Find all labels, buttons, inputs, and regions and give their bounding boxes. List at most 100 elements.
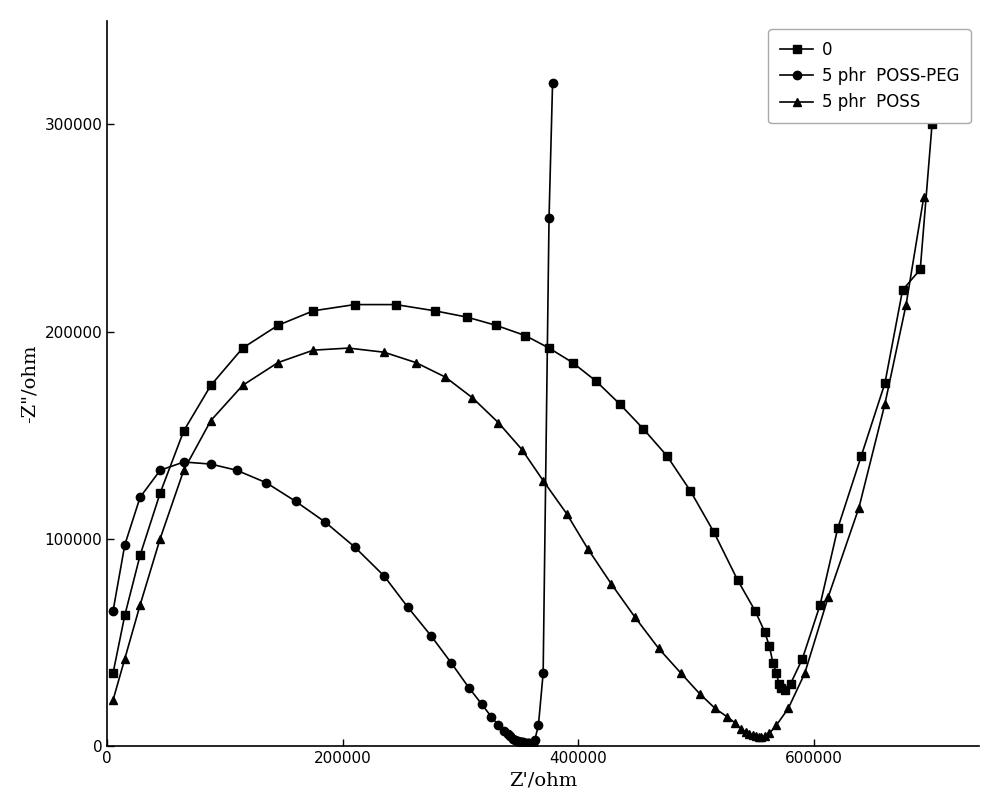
5 phr  POSS	[629, 612, 641, 622]
5 phr  POSS	[822, 592, 834, 602]
5 phr  POSS	[343, 343, 355, 353]
0	[119, 611, 131, 620]
5 phr  POSS-PEG	[523, 739, 535, 748]
5 phr  POSS-PEG	[507, 734, 519, 744]
5 phr  POSS	[900, 300, 912, 309]
0	[178, 426, 190, 436]
5 phr  POSS-PEG	[514, 737, 526, 747]
5 phr  POSS	[537, 475, 549, 485]
0	[543, 343, 555, 353]
5 phr  POSS	[747, 731, 759, 740]
5 phr  POSS-PEG	[290, 497, 302, 506]
0	[763, 642, 775, 651]
5 phr  POSS	[307, 345, 319, 355]
5 phr  POSS	[205, 416, 217, 425]
0	[749, 606, 761, 616]
5 phr  POSS-PEG	[516, 737, 528, 747]
0	[519, 330, 531, 340]
0	[926, 120, 938, 130]
5 phr  POSS	[378, 347, 390, 357]
0	[759, 627, 771, 637]
5 phr  POSS-PEG	[231, 466, 243, 475]
0	[134, 550, 146, 560]
5 phr  POSS	[755, 732, 767, 742]
0	[779, 685, 791, 695]
5 phr  POSS	[763, 728, 775, 738]
5 phr  POSS	[709, 704, 721, 714]
X-axis label: Z'/ohm: Z'/ohm	[509, 771, 577, 789]
5 phr  POSS-PEG	[515, 737, 527, 747]
5 phr  POSS	[561, 509, 573, 518]
Y-axis label: -Z"/ohm: -Z"/ohm	[21, 344, 39, 423]
5 phr  POSS-PEG	[445, 658, 457, 667]
5 phr  POSS-PEG	[522, 739, 534, 748]
5 phr  POSS	[272, 358, 284, 368]
5 phr  POSS-PEG	[537, 668, 549, 678]
0	[461, 312, 473, 322]
5 phr  POSS	[750, 731, 762, 741]
5 phr  POSS-PEG	[532, 720, 544, 730]
5 phr  POSS	[694, 689, 706, 699]
5 phr  POSS	[743, 730, 755, 740]
0	[708, 527, 720, 537]
0	[775, 683, 787, 693]
0	[832, 523, 844, 533]
5 phr  POSS-PEG	[319, 518, 331, 527]
0	[307, 306, 319, 316]
0	[914, 265, 926, 275]
0	[637, 424, 649, 433]
0	[814, 600, 826, 610]
0	[272, 321, 284, 330]
5 phr  POSS	[853, 503, 865, 513]
0	[879, 378, 891, 388]
5 phr  POSS	[799, 668, 811, 678]
5 phr  POSS	[721, 712, 733, 722]
5 phr  POSS-PEG	[260, 478, 272, 488]
0	[490, 321, 502, 330]
5 phr  POSS-PEG	[402, 602, 414, 612]
0	[897, 285, 909, 295]
Legend: 0, 5 phr  POSS-PEG, 5 phr  POSS: 0, 5 phr POSS-PEG, 5 phr POSS	[768, 29, 971, 123]
5 phr  POSS	[439, 373, 451, 382]
5 phr  POSS-PEG	[519, 738, 531, 748]
0	[390, 300, 402, 309]
5 phr  POSS	[582, 544, 594, 554]
5 phr  POSS-PEG	[134, 492, 146, 502]
5 phr  POSS	[879, 399, 891, 409]
5 phr  POSS-PEG	[517, 738, 529, 748]
0	[107, 668, 119, 678]
0	[684, 486, 696, 496]
5 phr  POSS-PEG	[509, 735, 521, 744]
5 phr  POSS-PEG	[485, 712, 497, 722]
0	[567, 358, 579, 368]
5 phr  POSS-PEG	[512, 736, 524, 746]
5 phr  POSS	[605, 579, 617, 589]
5 phr  POSS-PEG	[525, 739, 537, 748]
0	[590, 377, 602, 386]
0	[237, 343, 249, 353]
5 phr  POSS	[770, 720, 782, 730]
5 phr  POSS	[107, 695, 119, 705]
5 phr  POSS	[237, 381, 249, 390]
0	[732, 575, 744, 585]
0	[154, 488, 166, 498]
5 phr  POSS-PEG	[527, 739, 539, 748]
5 phr  POSS-PEG	[205, 459, 217, 469]
5 phr  POSS	[466, 393, 478, 403]
0	[767, 658, 779, 667]
5 phr  POSS-PEG	[378, 571, 390, 581]
5 phr  POSS-PEG	[543, 213, 555, 223]
0	[661, 451, 673, 461]
5 phr  POSS	[782, 704, 794, 714]
5 phr  POSS	[134, 600, 146, 610]
5 phr  POSS	[653, 643, 665, 653]
0	[785, 679, 797, 688]
0	[429, 306, 441, 316]
5 phr  POSS-PEG	[504, 731, 516, 741]
5 phr  POSS	[154, 534, 166, 544]
0	[770, 668, 782, 678]
5 phr  POSS-PEG	[547, 78, 559, 87]
5 phr  POSS-PEG	[498, 727, 510, 736]
5 phr  POSS-PEG	[524, 739, 536, 748]
5 phr  POSS-PEG	[518, 738, 530, 748]
